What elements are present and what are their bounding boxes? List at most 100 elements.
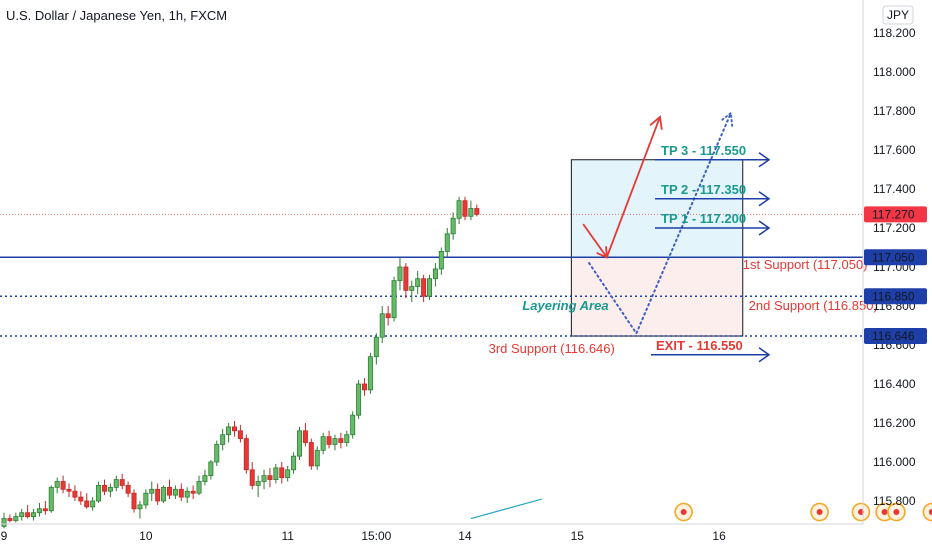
candle-body: [1, 518, 7, 527]
candle-body: [344, 434, 350, 443]
candle-body: [131, 492, 137, 510]
candle-body: [196, 481, 202, 494]
candle-body: [379, 313, 385, 338]
price-label: 116.850: [872, 289, 915, 303]
candle-body: [202, 475, 208, 482]
target-arrow-head: [758, 191, 771, 207]
candle-body: [161, 486, 167, 502]
candle-body: [296, 430, 302, 457]
candle-body: [444, 233, 450, 252]
price-label: 117.270: [872, 207, 915, 221]
target-label: TP 3 - 117.550: [661, 143, 746, 158]
price-label-box: [864, 328, 927, 345]
candle-body: [350, 414, 356, 436]
candle-body: [237, 430, 243, 439]
price-label-box: [864, 288, 927, 305]
candle-body: [25, 512, 31, 518]
layering-scenario-arrow: [588, 111, 732, 335]
target-arrow-head: [758, 347, 771, 363]
zone-box: [571, 159, 743, 258]
candle-body: [456, 200, 462, 219]
support-label: 2nd Support (116.850): [749, 298, 878, 313]
event-marker-dot: [893, 509, 900, 515]
candle-body: [190, 490, 196, 494]
price-label-box: [864, 249, 927, 266]
candle-body: [291, 455, 297, 471]
candle-body: [72, 490, 78, 498]
candle-body: [231, 426, 237, 432]
event-marker-dot: [857, 509, 864, 515]
price-label-box: [864, 206, 927, 223]
candle-body: [279, 467, 285, 479]
candle-body: [125, 484, 131, 494]
candle-body: [90, 500, 96, 508]
currency-button[interactable]: JPY: [882, 5, 914, 25]
target-label: TP 2 - 117.350: [661, 182, 746, 197]
candle-body: [314, 449, 320, 467]
price-label: 116.646: [872, 329, 915, 343]
candle-body: [184, 490, 190, 498]
candle-body: [84, 500, 90, 508]
y-tick-label: 117.600: [873, 143, 916, 157]
currency-label: JPY: [887, 8, 909, 22]
candle-body: [302, 430, 308, 443]
candle-body: [403, 266, 409, 291]
candle-body: [96, 484, 102, 502]
candle-body: [320, 436, 326, 451]
candle-body: [450, 217, 456, 235]
candle-body: [155, 488, 161, 502]
candle-body: [19, 512, 25, 518]
candle-body: [119, 479, 125, 486]
event-marker-dot: [881, 509, 888, 515]
candle-body: [220, 434, 226, 445]
arrow-head: [649, 115, 663, 130]
support-label: 1st Support (117.050): [743, 257, 868, 272]
candle-body: [468, 208, 474, 217]
candle-body: [462, 200, 468, 217]
candle-body: [421, 278, 427, 297]
candle-body: [438, 250, 444, 270]
candle-body: [391, 280, 397, 319]
candle-body: [48, 486, 54, 512]
zone-box: [571, 257, 743, 337]
y-tick-label: 116.000: [873, 455, 916, 469]
candle-body: [226, 426, 232, 436]
candle-body: [362, 383, 368, 391]
arrow-head: [719, 111, 734, 127]
target-label: TP 1 - 117.200: [661, 211, 746, 226]
candle-body: [409, 286, 415, 291]
candle-body: [243, 438, 249, 471]
candle-body: [214, 444, 220, 463]
y-tick-label: 116.200: [873, 416, 916, 430]
event-marker-dot: [816, 509, 823, 515]
candle-body: [137, 504, 143, 510]
y-tick-label: 118.000: [873, 65, 916, 79]
x-tick-label: 15:00: [361, 529, 391, 543]
candle-body: [42, 508, 48, 512]
event-marker-dot: [680, 509, 687, 515]
candle-body: [397, 266, 403, 282]
candle-body: [308, 442, 314, 467]
candle-body: [432, 268, 438, 280]
candle-body: [373, 336, 379, 358]
candle-body: [13, 516, 19, 521]
y-tick-label: 117.800: [873, 104, 916, 118]
candle-body: [267, 475, 273, 480]
x-tick-label: 16: [712, 529, 726, 543]
candle-body: [261, 475, 267, 482]
candle-body: [385, 313, 391, 319]
candle-body: [143, 492, 149, 506]
candle-body: [326, 436, 332, 445]
candle-body: [107, 486, 113, 492]
y-tick-label: 116.400: [873, 377, 916, 391]
chart-title: U.S. Dollar / Japanese Yen, 1h, FXCM: [6, 8, 227, 23]
candle-body: [208, 461, 214, 477]
candle-body: [367, 356, 373, 391]
candle-body: [427, 278, 433, 297]
y-tick-label: 115.800: [873, 494, 916, 508]
candle-body: [36, 508, 42, 514]
candle-body: [255, 481, 261, 486]
candle-body: [113, 479, 119, 488]
candle-body: [60, 481, 66, 490]
